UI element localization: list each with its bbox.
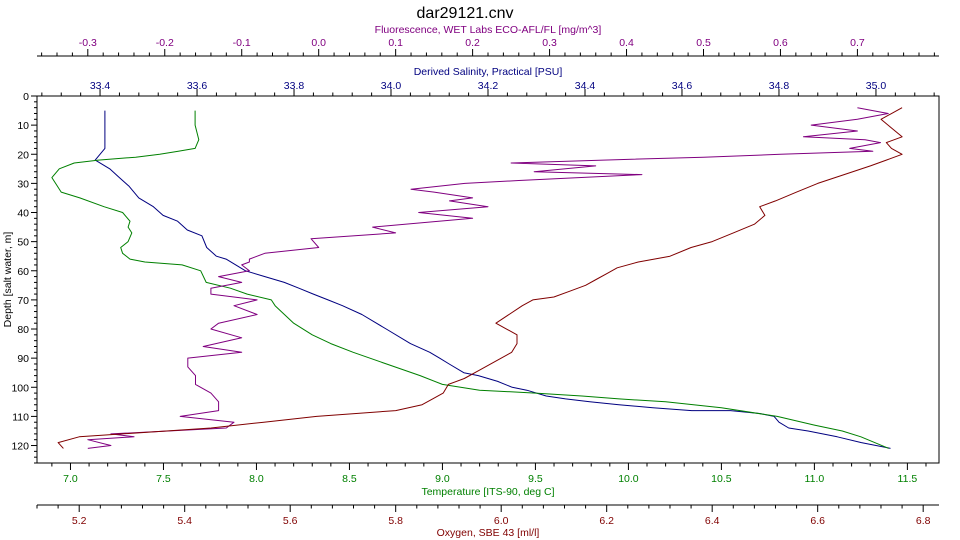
- temperature-tick-label: 7.0: [63, 473, 78, 485]
- depth-tick-label: 40: [17, 208, 29, 220]
- series-layer: [51, 107, 903, 449]
- temperature-tick-label: 7.5: [156, 473, 171, 485]
- oxygen-profile-line: [57, 107, 903, 449]
- depth-tick-label: 10: [17, 120, 29, 132]
- fluorescence-tick-label: -0.2: [156, 37, 174, 49]
- temperature-tick-label: 11.0: [805, 473, 825, 485]
- depth-tick-label: 50: [17, 237, 29, 249]
- temperature-axis-title: Temperature [ITS-90, deg C]: [421, 486, 554, 498]
- oxygen-tick-label: 5.6: [283, 515, 298, 527]
- salinity-axis: 33.4 33.6 33.8 34.0 34.2 34.4 34.6 34.8 35.0 Deri…: [41, 66, 935, 96]
- temperature-tick-label: 8.5: [342, 473, 357, 485]
- salinity-tick-label: 34.6: [672, 80, 693, 92]
- fluorescence-tick-label: 0.5: [696, 37, 711, 49]
- chart-title: dar29121.cnv: [417, 5, 514, 22]
- oxygen-tick-label: 6.6: [810, 515, 825, 527]
- salinity-profile-line: [94, 110, 891, 449]
- fluorescence-tick-label: 0.2: [465, 37, 480, 49]
- salinity-tick-label: 33.6: [187, 80, 208, 92]
- temperature-axis: 7.0 7.5 8.0 8.5 9.0 9.5 10.0 10.5 11.0 11.5 Temper…: [51, 463, 927, 498]
- fluorescence-tick-label: 0.4: [619, 37, 634, 49]
- oxygen-tick-label: 5.2: [72, 515, 87, 527]
- fluorescence-tick-label: 0.0: [311, 37, 326, 49]
- oxygen-axis-title: Oxygen, SBE 43 [ml/l]: [437, 527, 540, 539]
- fluorescence-tick-label: 0.6: [773, 37, 788, 49]
- depth-tick-label: 70: [17, 295, 29, 307]
- depth-tick-label: 0: [23, 91, 29, 103]
- fluorescence-tick-label: 0.1: [388, 37, 403, 49]
- temperature-tick-label: 9.0: [435, 473, 450, 485]
- depth-tick-label: 60: [17, 266, 29, 278]
- fluorescence-axis-title: Fluorescence, WET Labs ECO-AFL/FL [mg/m^…: [375, 24, 602, 36]
- salinity-tick-label: 34.8: [769, 80, 790, 92]
- fluorescence-tick-label: 0.7: [850, 37, 865, 49]
- oxygen-tick-label: 5.8: [388, 515, 403, 527]
- fluorescence-tick-label: -0.1: [233, 37, 251, 49]
- salinity-tick-label: 34.0: [381, 80, 402, 92]
- salinity-tick-label: 35.0: [866, 80, 887, 92]
- oxygen-axis: 5.2 5.4 5.6 5.8 6.0 6.2 6.4 6.6 6.8 Oxygen, SBE 4…: [36, 504, 939, 539]
- oxygen-tick-label: 5.4: [177, 515, 192, 527]
- axes-layer: -0.3 -0.2 -0.1 0.0 0.1 0.2 0.3 0.4 0.5 0.6 0.7 Fluo…: [2, 24, 939, 539]
- fluorescence-axis: -0.3 -0.2 -0.1 0.0 0.1 0.2 0.3 0.4 0.5 0.6 0.7 Fluo…: [37, 24, 939, 57]
- depth-axis-title: Depth [salt water, m]: [2, 232, 14, 328]
- fluorescence-profile-line: [87, 107, 889, 449]
- fluorescence-tick-label: -0.3: [79, 37, 97, 49]
- oxygen-tick-label: 6.2: [599, 515, 614, 527]
- salinity-axis-title: Derived Salinity, Practical [PSU]: [414, 66, 563, 78]
- oxygen-tick-label: 6.0: [494, 515, 509, 527]
- salinity-tick-label: 33.8: [284, 80, 305, 92]
- temperature-tick-label: 10.5: [711, 473, 732, 485]
- temperature-tick-label: 9.5: [528, 473, 543, 485]
- depth-tick-label: 100: [11, 382, 29, 394]
- oxygen-tick-label: 6.8: [916, 515, 931, 527]
- oxygen-tick-label: 6.4: [705, 515, 720, 527]
- fluorescence-tick-label: 0.3: [542, 37, 557, 49]
- depth-axis: 0 10 20 30 40 50 60 70 80 90 100 110 120 Depth [salt …: [2, 91, 37, 464]
- temperature-tick-label: 11.5: [898, 473, 918, 485]
- temperature-tick-label: 10.0: [618, 473, 639, 485]
- depth-tick-label: 120: [11, 441, 29, 453]
- depth-tick-label: 30: [17, 178, 29, 190]
- depth-tick-label: 90: [17, 353, 29, 365]
- salinity-tick-label: 34.2: [478, 80, 499, 92]
- temperature-tick-label: 8.0: [249, 473, 264, 485]
- salinity-tick-label: 33.4: [90, 80, 111, 92]
- depth-tick-label: 110: [12, 411, 29, 423]
- depth-tick-label: 80: [17, 324, 29, 336]
- plot-area: [36, 95, 940, 464]
- depth-tick-label: 20: [17, 149, 29, 161]
- temperature-profile-line: [51, 110, 889, 449]
- salinity-tick-label: 34.4: [575, 80, 596, 92]
